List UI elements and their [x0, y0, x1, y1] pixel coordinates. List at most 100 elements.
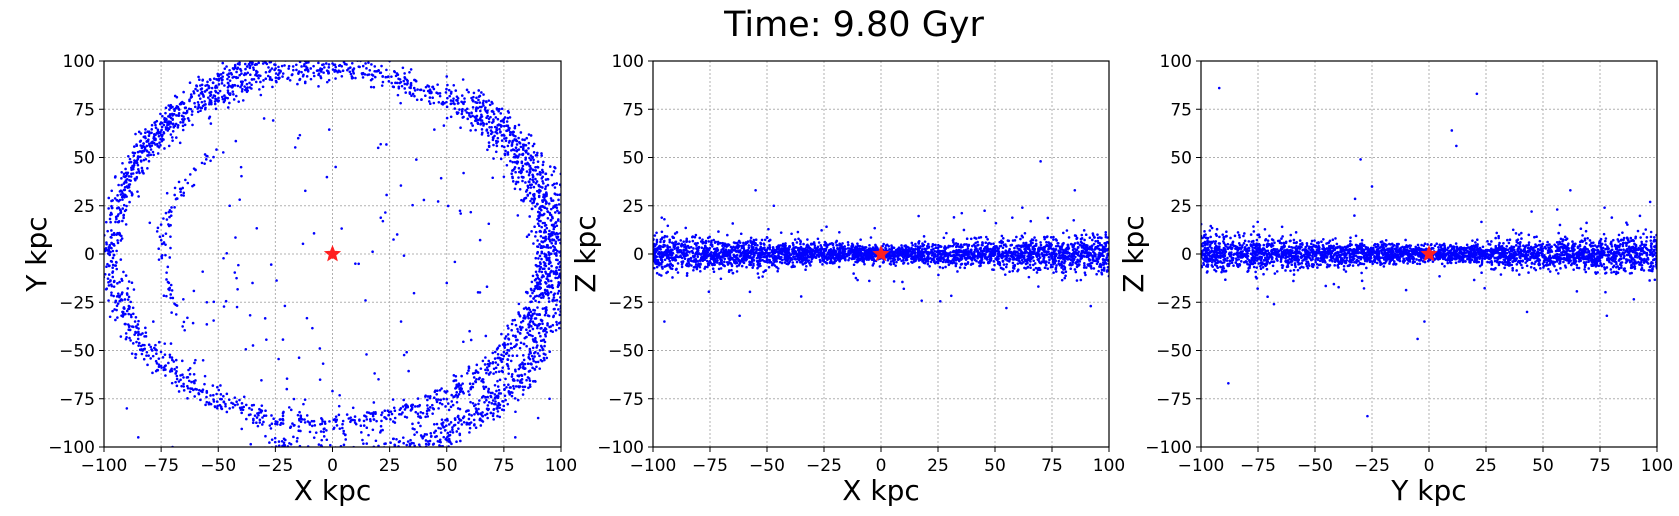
data-point [457, 427, 460, 430]
data-point [309, 45, 312, 48]
data-point [277, 357, 280, 361]
data-point [481, 411, 484, 414]
data-point [137, 330, 140, 334]
data-point [277, 77, 280, 81]
data-point [137, 168, 140, 171]
data-point [512, 384, 515, 388]
data-point [269, 427, 273, 430]
data-point [157, 363, 161, 366]
data-point [354, 262, 357, 265]
data-point [1099, 265, 1103, 269]
data-point [527, 353, 531, 356]
data-point [543, 313, 547, 317]
data-point [509, 159, 512, 163]
data-point [509, 386, 512, 389]
data-point [121, 198, 124, 201]
data-point [451, 426, 454, 429]
data-point [335, 41, 338, 44]
data-point [116, 292, 120, 295]
data-point [470, 111, 473, 115]
data-point [357, 65, 361, 68]
data-point [524, 149, 527, 153]
data-point [442, 435, 446, 439]
data-point [213, 94, 217, 98]
data-point [157, 258, 161, 261]
data-point [288, 56, 291, 59]
data-point [310, 55, 313, 58]
data-point [340, 74, 344, 78]
data-point [455, 98, 458, 102]
data-point [171, 122, 175, 126]
data-point [320, 67, 324, 71]
data-point [475, 363, 479, 367]
data-point [504, 139, 508, 143]
data-point [531, 168, 534, 172]
data-point [398, 439, 402, 443]
data-point [170, 358, 174, 362]
data-point [379, 424, 383, 428]
data-point [314, 431, 318, 434]
data-point [368, 68, 372, 72]
data-point [385, 417, 388, 421]
data-point [491, 399, 495, 402]
data-point [465, 107, 469, 111]
data-point [383, 442, 386, 446]
data-point [475, 96, 478, 100]
data-point [478, 417, 482, 421]
data-point [119, 239, 123, 242]
data-point [517, 166, 521, 170]
data-point [467, 365, 471, 368]
data-point [144, 326, 147, 330]
data-point [273, 436, 277, 440]
data-point [295, 440, 299, 443]
data-point [531, 312, 535, 316]
data-point [338, 459, 341, 462]
data-point [547, 252, 551, 255]
data-point [203, 374, 207, 378]
data-point [132, 163, 136, 167]
data-point [482, 394, 485, 398]
data-point [487, 141, 491, 144]
data-point [226, 96, 230, 100]
data-point [234, 56, 237, 59]
data-point [1112, 251, 1115, 254]
data-point [429, 435, 433, 438]
data-point [210, 101, 213, 104]
data-point [499, 131, 502, 134]
data-point [355, 450, 358, 453]
data-point [312, 419, 316, 423]
data-point [352, 72, 356, 75]
data-point [303, 456, 306, 459]
data-point [360, 455, 363, 458]
data-point [175, 95, 179, 99]
data-point [348, 457, 351, 460]
data-point [566, 305, 569, 308]
data-point [351, 70, 355, 73]
data-point [395, 438, 398, 441]
data-point [802, 242, 805, 246]
data-point [497, 392, 501, 395]
data-point [550, 285, 554, 289]
data-point [177, 390, 181, 393]
data-point [321, 40, 324, 43]
data-point [255, 416, 259, 419]
data-point [465, 111, 469, 114]
data-point [411, 422, 414, 426]
data-point [527, 333, 531, 337]
data-point [1069, 267, 1073, 270]
data-point [522, 198, 526, 201]
data-point [129, 175, 133, 178]
data-point [200, 100, 204, 104]
data-point [262, 41, 265, 44]
data-point [522, 316, 525, 320]
x-tick-label: 100 [545, 456, 577, 476]
data-point [935, 257, 939, 261]
data-point [484, 385, 488, 389]
data-point [544, 223, 548, 227]
data-point [409, 68, 413, 71]
data-point [551, 298, 555, 302]
data-point [198, 97, 202, 100]
data-point [114, 260, 118, 264]
data-point [271, 119, 275, 122]
data-point [196, 110, 200, 114]
